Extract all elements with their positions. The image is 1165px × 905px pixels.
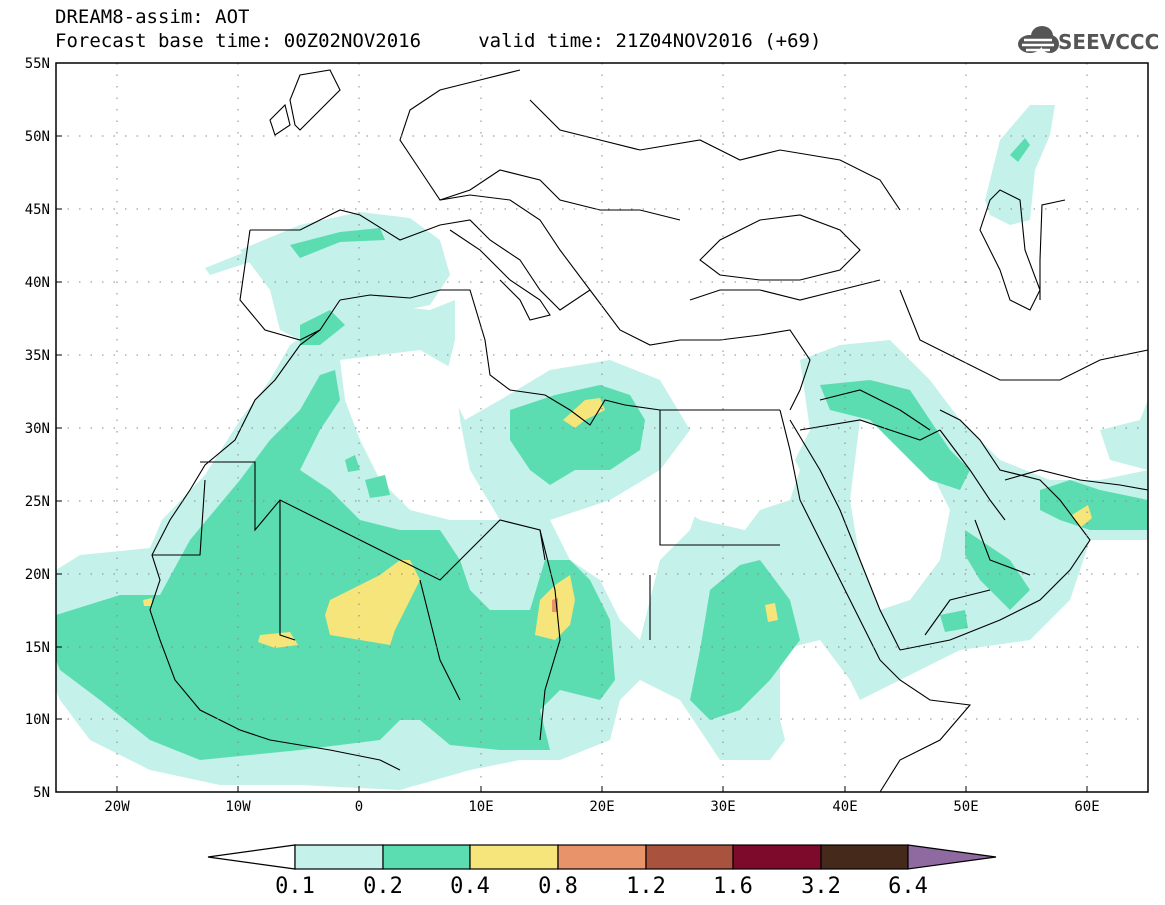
lon-label: 40E — [832, 799, 857, 815]
colorbar-bin — [645, 844, 734, 870]
lat-label: 30N — [25, 421, 50, 437]
axis-ticks — [56, 135, 1088, 792]
colorbar-below-arrow — [207, 844, 296, 870]
colorbar-labels: 0.1 0.2 0.4 0.8 1.2 1.6 3.2 6.4 — [275, 874, 928, 899]
coastlines-borders — [149, 69, 1148, 792]
lon-label: 50E — [953, 799, 978, 815]
colorbar-bin — [294, 844, 384, 870]
lon-label: 10W — [225, 799, 251, 815]
colorbar-label: 0.8 — [538, 874, 578, 899]
map-title: DREAM8-assim: AOT — [55, 6, 250, 28]
colorbar-label: 1.6 — [713, 874, 753, 899]
colorbar-label: 3.2 — [801, 874, 841, 899]
aot-level-3 — [143, 398, 1092, 648]
colorbar-bin — [469, 844, 559, 870]
lon-label: 0 — [355, 799, 363, 815]
logo-text: SEEVCCC — [1058, 30, 1160, 54]
lon-label: 30E — [710, 799, 735, 815]
lon-label: 10E — [468, 799, 493, 815]
lat-label: 5N — [33, 785, 50, 801]
colorbar-bin — [732, 844, 822, 870]
lat-label: 50N — [25, 129, 50, 145]
colorbar-label: 1.2 — [626, 874, 666, 899]
colorbar-bin — [820, 844, 909, 870]
colorbar-label: 0.2 — [363, 874, 403, 899]
lon-label: 20E — [589, 799, 614, 815]
colorbar — [207, 844, 997, 870]
colorbar-label: 0.1 — [275, 874, 315, 899]
colorbar-bin — [557, 844, 647, 870]
lat-label: 20N — [25, 567, 50, 583]
lat-label: 35N — [25, 348, 50, 364]
lat-label: 45N — [25, 202, 50, 218]
lon-label: 20W — [104, 799, 130, 815]
colorbar-label: 0.4 — [450, 874, 490, 899]
lat-labels: 55N 50N 45N 40N 35N 30N 25N 20N 15N 10N … — [25, 56, 50, 801]
colorbar-above-arrow — [907, 844, 997, 870]
grid-lines — [56, 63, 1148, 792]
colorbar-label: 6.4 — [888, 874, 928, 899]
lat-label: 25N — [25, 494, 50, 510]
lat-label: 15N — [25, 640, 50, 656]
colorbar-bin — [382, 844, 471, 870]
lon-label: 60E — [1074, 799, 1099, 815]
lat-label: 55N — [25, 56, 50, 72]
cloud-icon — [1018, 26, 1059, 53]
forecast-times: Forecast base time: 00Z02NOV2016 valid t… — [55, 30, 822, 52]
lat-label: 10N — [25, 712, 50, 728]
aot-contours — [56, 105, 1148, 792]
lat-label: 40N — [25, 275, 50, 291]
aot-level-2 — [56, 138, 1148, 760]
lon-labels: 20W 10W 0 10E 20E 30E 40E 50E 60E — [104, 799, 1099, 815]
